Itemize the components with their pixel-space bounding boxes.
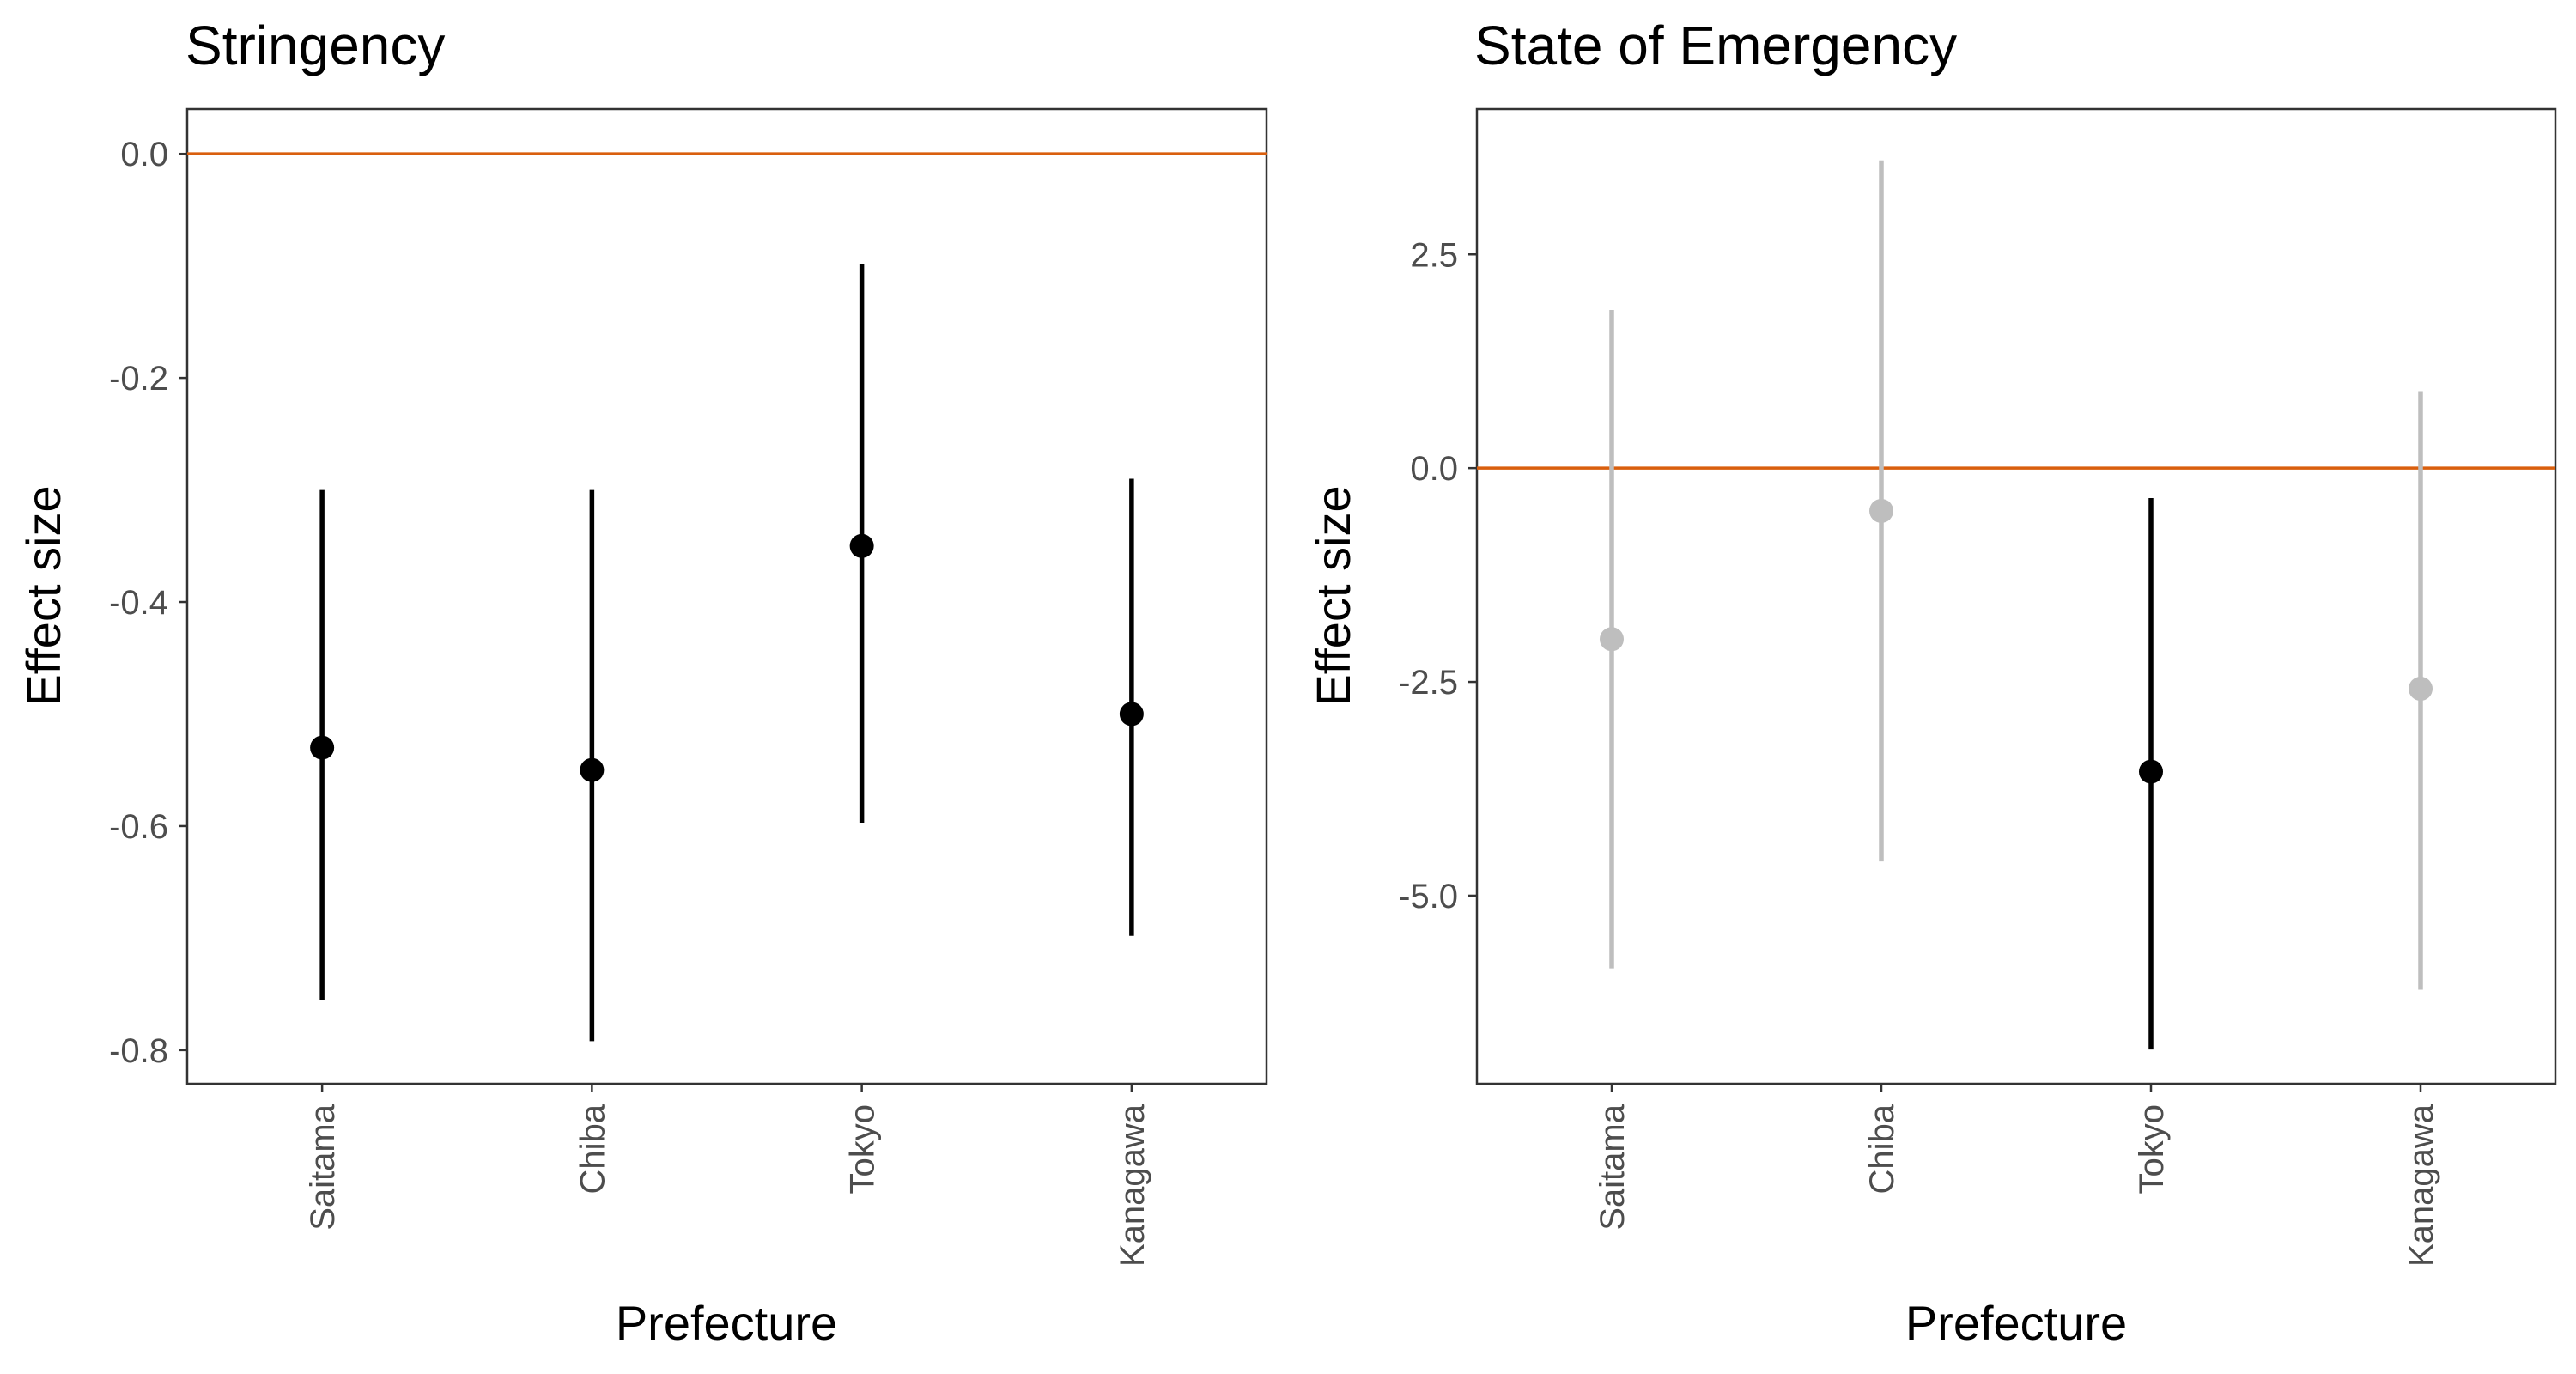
y-tick-label: 0.0 bbox=[1410, 450, 1458, 488]
estimate-point bbox=[1869, 498, 1893, 523]
y-tick-label: -0.4 bbox=[109, 584, 168, 622]
estimate-point bbox=[2139, 759, 2163, 784]
estimate-point bbox=[2409, 677, 2433, 702]
y-tick-label: -0.6 bbox=[109, 808, 168, 846]
x-axis-title: Prefecture bbox=[1905, 1296, 2127, 1350]
y-tick-label: -0.2 bbox=[109, 360, 168, 398]
x-tick-label: Kanagawa bbox=[1114, 1103, 1151, 1267]
x-tick-label: Saitama bbox=[1594, 1103, 1631, 1230]
y-axis-title: Effect size bbox=[1306, 485, 1360, 706]
plot-border bbox=[1475, 107, 2557, 1085]
estimate-point bbox=[580, 757, 605, 782]
x-axis-title: Prefecture bbox=[616, 1296, 837, 1350]
state-of-emergency-panel: State of Emergency 2.5 0.0 -2.5 -5.0 Saitam… bbox=[1306, 15, 2557, 1350]
x-tick-label: Chiba bbox=[574, 1103, 611, 1194]
panel-title: Stringency bbox=[185, 15, 445, 76]
stringency-panel: Stringency 0.0 -0.2 -0.4 -0.6 -0.8 Saitama Ch… bbox=[16, 15, 1268, 1350]
y-tick-label: 2.5 bbox=[1410, 236, 1458, 274]
y-tick-label: 0.0 bbox=[120, 136, 168, 173]
y-tick-label: -0.8 bbox=[109, 1032, 168, 1070]
estimate-point bbox=[1119, 702, 1144, 727]
y-axis-title: Effect size bbox=[16, 485, 70, 706]
plot-border bbox=[185, 107, 1268, 1085]
estimate-point bbox=[310, 735, 335, 760]
x-tick-label: Chiba bbox=[1863, 1103, 1901, 1194]
estimate-point bbox=[1600, 627, 1624, 652]
x-tick-label: Kanagawa bbox=[2403, 1103, 2440, 1267]
panel-title: State of Emergency bbox=[1474, 15, 1957, 76]
x-tick-label: Tokyo bbox=[844, 1104, 882, 1195]
x-tick-label: Tokyo bbox=[2133, 1104, 2171, 1195]
estimate-point bbox=[849, 533, 874, 558]
y-tick-label: -5.0 bbox=[1399, 878, 1458, 915]
x-tick-label: Saitama bbox=[304, 1103, 342, 1230]
y-tick-label: -2.5 bbox=[1399, 664, 1458, 702]
